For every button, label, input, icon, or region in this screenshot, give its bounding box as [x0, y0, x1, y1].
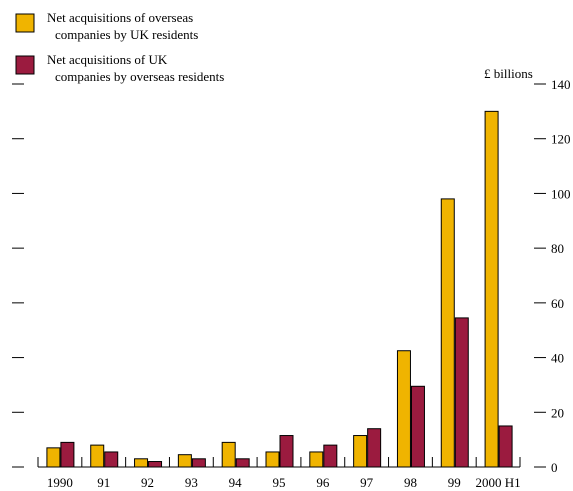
bar-uk-98: [410, 385, 425, 468]
bars: [46, 110, 513, 468]
x-tick-label-2000-H1: 2000 H1: [476, 475, 521, 490]
legend: Net acquisitions of overseas companies b…: [15, 10, 224, 84]
bar-uk-2000-H1: [498, 425, 513, 468]
y-tick-label-140: 140: [551, 77, 571, 92]
bar-overseas-96: [309, 451, 324, 468]
x-tick-label-92: 92: [141, 475, 154, 490]
y-tick-label-60: 60: [551, 296, 564, 311]
legend-label-overseas-line1: Net acquisitions of overseas: [47, 10, 193, 25]
x-tick-label-97: 97: [360, 475, 374, 490]
x-tick-label-1990: 1990: [47, 475, 73, 490]
bar-uk-91: [104, 451, 119, 468]
bar-overseas-99: [440, 198, 455, 468]
left-axis-ticks: [12, 83, 24, 468]
bar-uk-93: [191, 458, 206, 468]
bar-uk-1990: [60, 441, 75, 468]
bar-uk-92: [148, 461, 163, 468]
x-tick-label-93: 93: [185, 475, 198, 490]
bar-uk-96: [323, 444, 338, 468]
legend-label-overseas-line2: companies by UK residents: [55, 27, 198, 42]
legend-swatch-overseas: [15, 13, 35, 33]
x-tick-label-91: 91: [97, 475, 110, 490]
bar-overseas-93: [177, 454, 192, 468]
x-tick-label-99: 99: [448, 475, 461, 490]
bar-overseas-97: [353, 435, 368, 468]
bar-overseas-92: [134, 458, 149, 468]
right-axis: 0 20 40 60 80 100 120 140: [534, 77, 571, 475]
bar-uk-94: [235, 458, 250, 468]
y-tick-label-120: 120: [551, 132, 571, 147]
x-tick-label-95: 95: [273, 475, 286, 490]
x-tick-label-96: 96: [316, 475, 330, 490]
bar-overseas-2000-H1: [484, 110, 499, 468]
y-tick-label-100: 100: [551, 186, 571, 201]
bar-overseas-94: [221, 441, 236, 468]
legend-label-uk-line1: Net acquisitions of UK: [47, 52, 168, 67]
y-tick-label-0: 0: [551, 460, 558, 475]
bar-uk-95: [279, 435, 294, 468]
x-tick-label-94: 94: [229, 475, 243, 490]
x-tick-label-98: 98: [404, 475, 417, 490]
legend-label-uk-line2: companies by overseas residents: [55, 69, 224, 84]
y-tick-label-20: 20: [551, 405, 564, 420]
bar-uk-99: [454, 317, 469, 468]
bar-overseas-98: [396, 350, 411, 468]
legend-swatch-uk: [15, 55, 35, 75]
y-tick-label-40: 40: [551, 351, 564, 366]
y-axis-unit-label: £ billions: [484, 66, 533, 81]
y-tick-label-80: 80: [551, 241, 564, 256]
bar-uk-97: [367, 428, 382, 468]
bar-overseas-1990: [46, 447, 61, 468]
bar-overseas-95: [265, 451, 280, 468]
bar-overseas-91: [90, 444, 105, 468]
